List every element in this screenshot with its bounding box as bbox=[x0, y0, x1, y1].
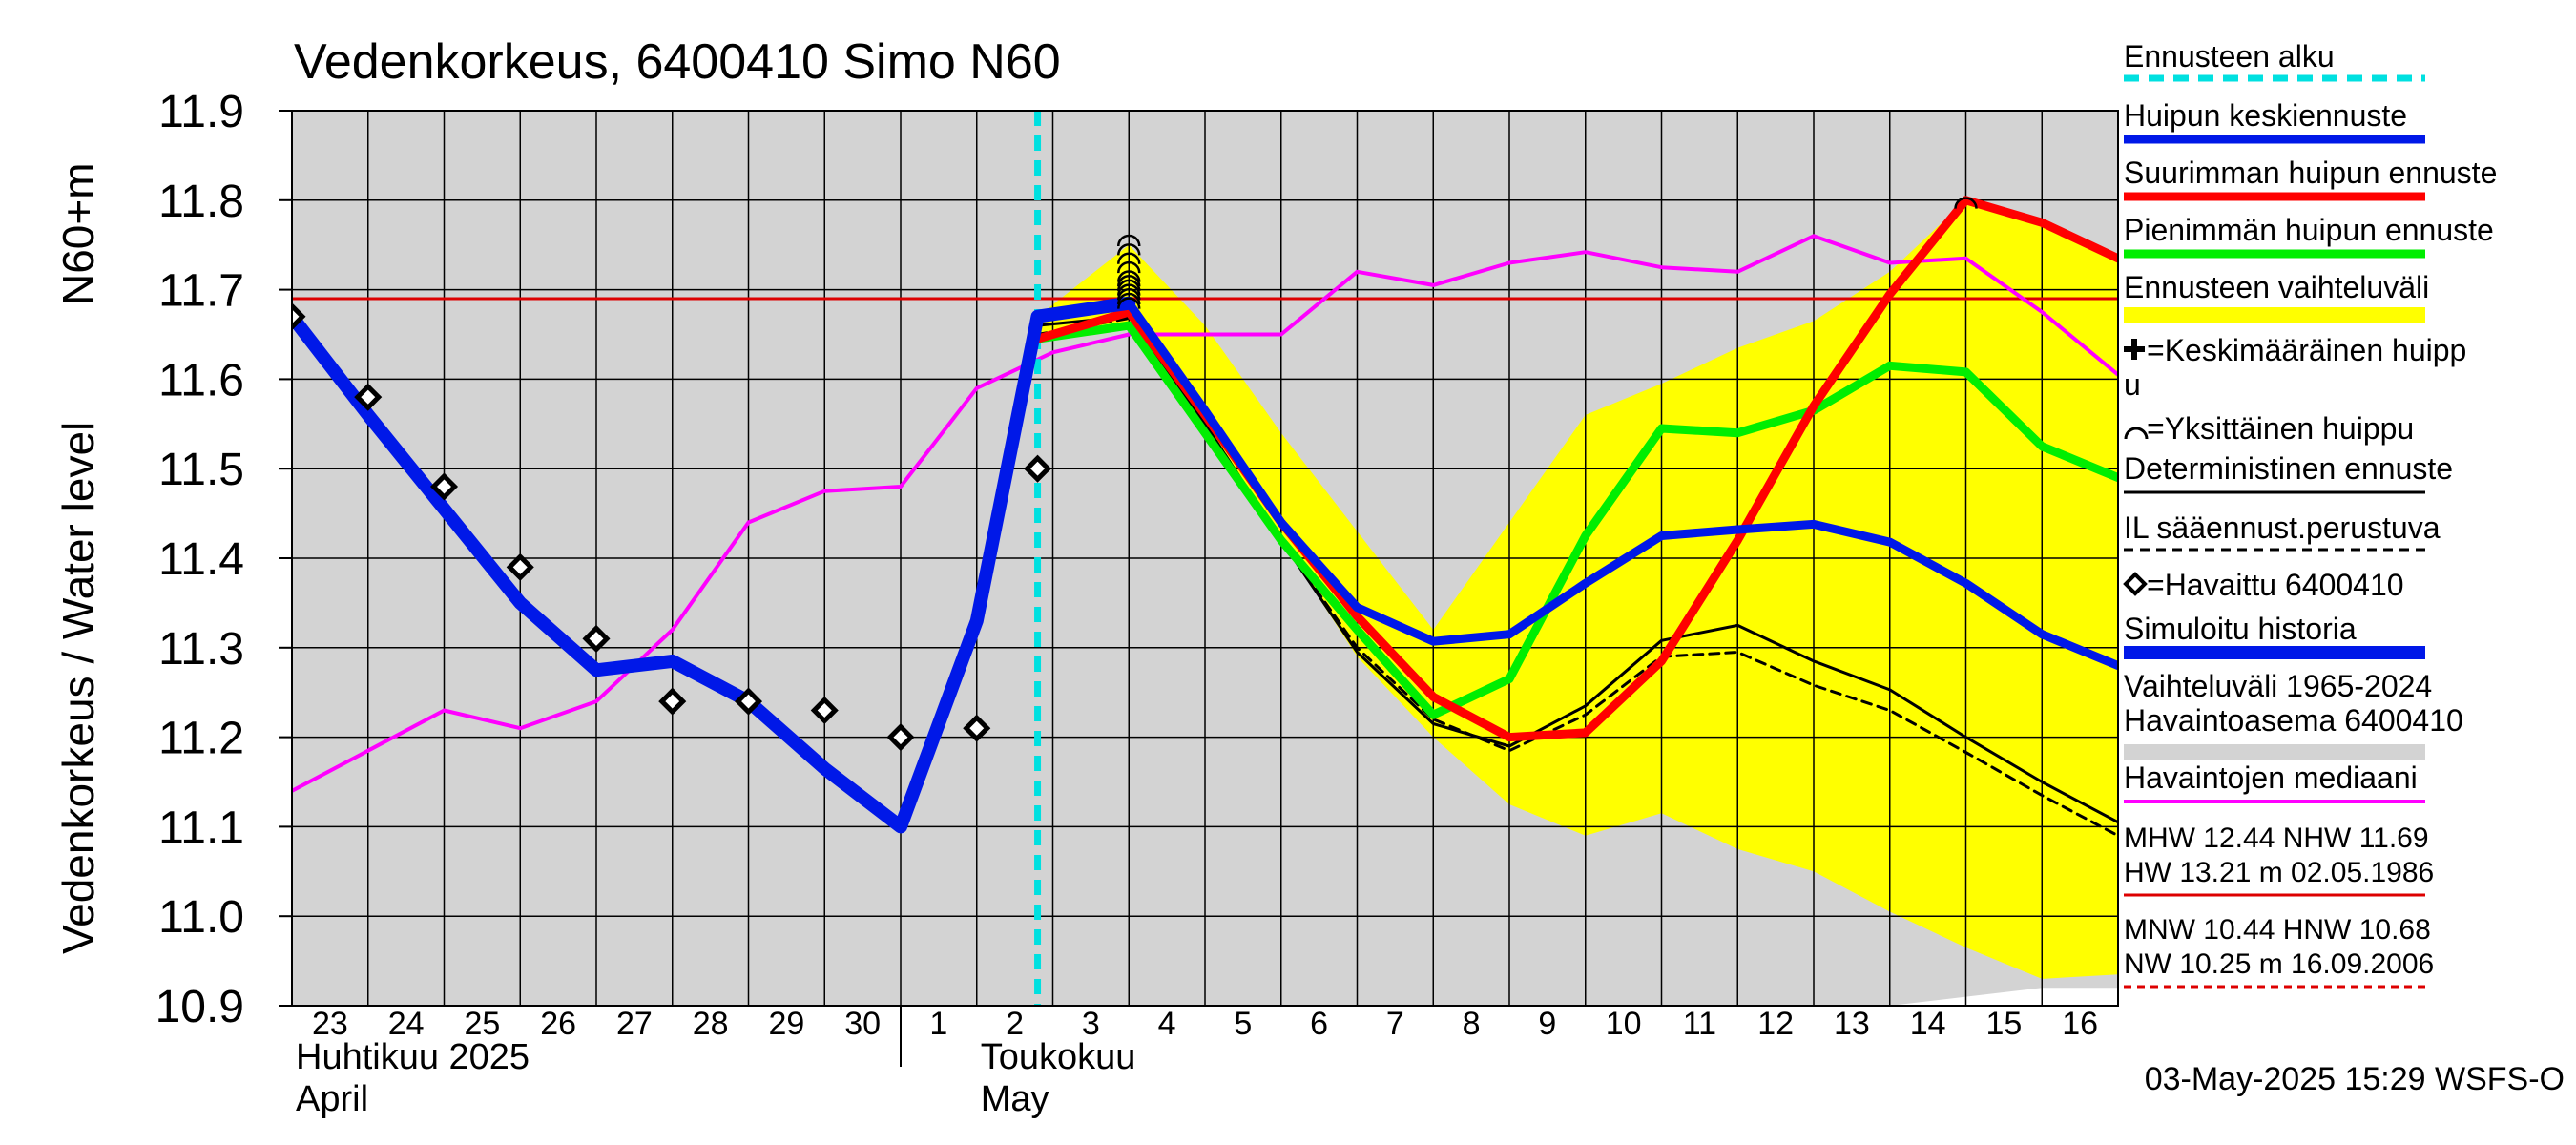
legend-hist-range-swatch bbox=[2124, 744, 2425, 760]
x-tick-label: 11 bbox=[1683, 1006, 1716, 1042]
x-tick-label: 30 bbox=[844, 1006, 881, 1042]
timestamp: 03-May-2025 15:29 WSFS-O bbox=[2145, 1061, 2565, 1097]
x-tick-label: 8 bbox=[1463, 1006, 1481, 1042]
axes-layer: 11.9 11.8 11.7 11.6 11.5 11.4 11.3 11.2 11.1 11.0… bbox=[156, 87, 2119, 1119]
mean-peak-forecast-line bbox=[1033, 299, 2118, 671]
single-peak-marker bbox=[1117, 283, 1141, 296]
legend-single-peak-label: =Yksittäinen huippu bbox=[2147, 411, 2414, 446]
y-tick-label: 11.3 bbox=[158, 624, 244, 675]
x-tick-label: 29 bbox=[768, 1006, 804, 1042]
x-tick-label: 3 bbox=[1082, 1006, 1100, 1042]
month-label-en: April bbox=[296, 1079, 368, 1119]
x-tick-label: 14 bbox=[1910, 1006, 1946, 1042]
single-peak-marker bbox=[1954, 197, 1978, 209]
single-peak-marker bbox=[1117, 288, 1141, 301]
x-tick-label: 12 bbox=[1757, 1006, 1794, 1042]
observed-point bbox=[292, 302, 306, 331]
single-peak-marker bbox=[1117, 297, 1141, 309]
simulated-history-line bbox=[292, 296, 1136, 834]
y-axis-label: Vedenkorkeus / Water level bbox=[53, 422, 103, 954]
legend-mean-peak-label: Huipun keskiennuste bbox=[2124, 98, 2407, 133]
x-tick-label: 1 bbox=[929, 1006, 947, 1042]
x-tick-label: 4 bbox=[1158, 1006, 1176, 1042]
observed-point bbox=[734, 687, 763, 716]
month-label-en: May bbox=[981, 1079, 1049, 1119]
legend-forecast-range-swatch bbox=[2124, 307, 2425, 323]
observed-point bbox=[810, 696, 839, 724]
single-peak-marker bbox=[1117, 270, 1141, 282]
legend-mhw-text: MHW 12.44 NHW 11.69 bbox=[2124, 822, 2429, 854]
single-peak-marker bbox=[1117, 252, 1141, 264]
chart-title: Vedenkorkeus, 6400410 Simo N60 bbox=[294, 34, 1061, 90]
x-tick-label: 28 bbox=[693, 1006, 729, 1042]
y-axis-unit: N60+m bbox=[53, 162, 103, 305]
single-peak-marker bbox=[1117, 260, 1141, 274]
single-peak-marker bbox=[1117, 243, 1141, 256]
x-tick-label: 9 bbox=[1538, 1006, 1556, 1042]
plot-layer bbox=[292, 111, 2118, 1006]
x-tick-label: 27 bbox=[616, 1006, 653, 1042]
x-tick-label: 7 bbox=[1386, 1006, 1404, 1042]
legend-il-label: IL sääennust.perustuva bbox=[2124, 510, 2441, 545]
legend-median-label: Havaintojen mediaani bbox=[2124, 760, 2418, 795]
legend-layer: Ennusteen alku Huipun keskiennuste Suurimm… bbox=[2123, 39, 2497, 989]
x-tick-label: 25 bbox=[464, 1006, 500, 1042]
observed-point bbox=[658, 687, 687, 716]
legend-deterministic-label: Deterministinen ennuste bbox=[2124, 451, 2453, 486]
y-tick-label: 11.8 bbox=[158, 177, 244, 227]
y-tick-label: 11.7 bbox=[158, 266, 244, 317]
observed-point bbox=[886, 723, 915, 752]
legend-avg-peak-label-cont: u bbox=[2124, 367, 2141, 402]
observed-point bbox=[1024, 454, 1052, 483]
observed-point bbox=[582, 624, 611, 653]
legend-forecast-range-label: Ennusteen vaihteluväli bbox=[2124, 270, 2429, 304]
legend-hist-range-label: Vaihteluväli 1965-2024 bbox=[2124, 669, 2432, 703]
x-tick-label: 15 bbox=[1985, 1006, 2022, 1042]
legend-arc-icon bbox=[2124, 427, 2149, 440]
single-peak-marker bbox=[1117, 234, 1141, 247]
x-tick-label: 26 bbox=[540, 1006, 576, 1042]
legend-forecast-start-label: Ennusteen alku bbox=[2124, 39, 2335, 73]
legend-avg-peak-label: =Keskimääräinen huipp bbox=[2147, 333, 2466, 367]
y-tick-label: 11.0 bbox=[158, 892, 244, 943]
legend-simulated-label: Simuloitu historia bbox=[2124, 612, 2357, 646]
legend-nw-text: NW 10.25 m 16.09.2006 bbox=[2124, 948, 2434, 980]
legend-hw-text: HW 13.21 m 02.05.1986 bbox=[2124, 857, 2434, 888]
legend-max-peak-label: Suurimman huipun ennuste bbox=[2124, 156, 2497, 190]
x-tick-label: 24 bbox=[388, 1006, 425, 1042]
y-tick-label: 11.6 bbox=[158, 355, 244, 406]
x-tick-label: 23 bbox=[312, 1006, 348, 1042]
y-tick-label: 11.5 bbox=[158, 445, 244, 495]
observed-point bbox=[354, 383, 383, 411]
observed-point bbox=[429, 472, 459, 501]
legend-plus-icon bbox=[2124, 339, 2145, 360]
observed-point bbox=[963, 714, 991, 742]
y-tick-label: 10.9 bbox=[156, 982, 244, 1032]
legend-min-peak-label: Pienimmän huipun ennuste bbox=[2124, 213, 2494, 247]
x-tick-label: 5 bbox=[1234, 1006, 1252, 1042]
y-tick-label: 11.2 bbox=[158, 714, 244, 764]
min-peak-forecast-line bbox=[1033, 321, 2118, 719]
y-tick-label: 11.9 bbox=[158, 87, 244, 137]
single-peak-marker bbox=[1117, 279, 1141, 292]
x-tick-label: 2 bbox=[1006, 1006, 1024, 1042]
x-tick-label: 16 bbox=[2062, 1006, 2098, 1042]
legend-diamond-icon bbox=[2123, 572, 2148, 596]
single-peak-marker bbox=[1117, 275, 1141, 287]
x-tick-label: 13 bbox=[1834, 1006, 1870, 1042]
legend-mnw-text: MNW 10.44 HNW 10.68 bbox=[2124, 914, 2431, 946]
legend-hist-range-label-cont: Havaintoasema 6400410 bbox=[2124, 703, 2463, 738]
y-tick-label: 11.1 bbox=[158, 802, 244, 853]
y-tick-label: 11.4 bbox=[158, 534, 244, 585]
single-peak-marker bbox=[1117, 292, 1141, 305]
month-label-fi: Toukokuu bbox=[981, 1037, 1136, 1077]
legend-observed-label: =Havaittu 6400410 bbox=[2147, 568, 2404, 602]
x-tick-label: 6 bbox=[1310, 1006, 1328, 1042]
median-line bbox=[292, 234, 2118, 793]
x-tick-label: 10 bbox=[1606, 1006, 1642, 1042]
observed-point bbox=[506, 552, 534, 581]
month-label-fi: Huhtikuu 2025 bbox=[296, 1037, 530, 1077]
